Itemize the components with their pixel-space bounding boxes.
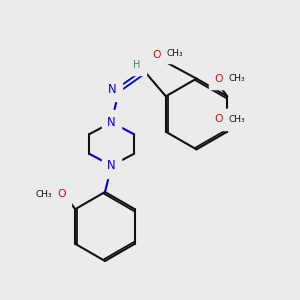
Text: N: N bbox=[107, 116, 116, 129]
Text: CH₃: CH₃ bbox=[167, 49, 184, 58]
Text: O: O bbox=[215, 74, 223, 84]
Text: N: N bbox=[107, 159, 116, 172]
Text: O: O bbox=[215, 114, 223, 124]
Text: O: O bbox=[152, 50, 160, 61]
Text: N: N bbox=[108, 83, 117, 96]
Text: H: H bbox=[134, 60, 141, 70]
Text: CH₃: CH₃ bbox=[229, 74, 245, 83]
Text: O: O bbox=[57, 189, 66, 200]
Text: CH₃: CH₃ bbox=[229, 115, 245, 124]
Text: CH₃: CH₃ bbox=[35, 190, 52, 199]
